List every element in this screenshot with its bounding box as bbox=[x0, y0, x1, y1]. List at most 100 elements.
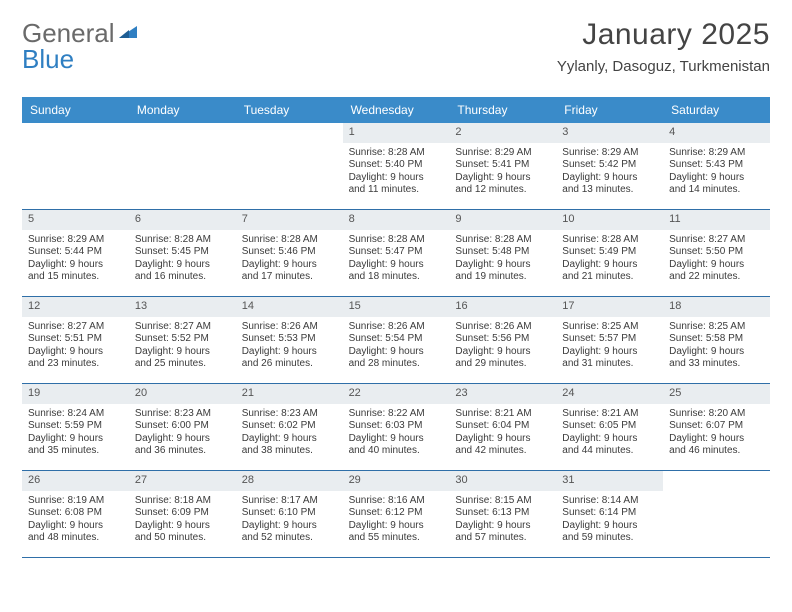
dow-sat: Saturday bbox=[663, 97, 770, 123]
day-cell: 7Sunrise: 8:28 AMSunset: 5:46 PMDaylight… bbox=[236, 210, 343, 296]
day-sunrise: Sunrise: 8:29 AM bbox=[669, 147, 764, 160]
brand-part2: Blue bbox=[22, 44, 74, 75]
day-sunrise: Sunrise: 8:19 AM bbox=[28, 495, 123, 508]
dow-wed: Wednesday bbox=[343, 97, 450, 123]
day-dayl1: Daylight: 9 hours bbox=[135, 259, 230, 272]
day-dayl2: and 19 minutes. bbox=[455, 271, 550, 284]
day-dayl1: Daylight: 9 hours bbox=[349, 346, 444, 359]
day-sunrise: Sunrise: 8:27 AM bbox=[669, 234, 764, 247]
day-number: 18 bbox=[663, 297, 770, 317]
day-data: Sunrise: 8:16 AMSunset: 6:12 PMDaylight:… bbox=[343, 491, 450, 551]
day-data: Sunrise: 8:25 AMSunset: 5:58 PMDaylight:… bbox=[663, 317, 770, 377]
day-dayl1: Daylight: 9 hours bbox=[562, 433, 657, 446]
dow-mon: Monday bbox=[129, 97, 236, 123]
week-row: 12Sunrise: 8:27 AMSunset: 5:51 PMDayligh… bbox=[22, 297, 770, 384]
day-cell: 9Sunrise: 8:28 AMSunset: 5:48 PMDaylight… bbox=[449, 210, 556, 296]
day-dayl2: and 29 minutes. bbox=[455, 358, 550, 371]
day-dayl1: Daylight: 9 hours bbox=[28, 520, 123, 533]
day-dayl1: Daylight: 9 hours bbox=[455, 520, 550, 533]
day-cell: 11Sunrise: 8:27 AMSunset: 5:50 PMDayligh… bbox=[663, 210, 770, 296]
day-sunrise: Sunrise: 8:26 AM bbox=[455, 321, 550, 334]
day-sunset: Sunset: 5:40 PM bbox=[349, 159, 444, 172]
day-sunrise: Sunrise: 8:23 AM bbox=[135, 408, 230, 421]
day-data: Sunrise: 8:15 AMSunset: 6:13 PMDaylight:… bbox=[449, 491, 556, 551]
day-dayl2: and 23 minutes. bbox=[28, 358, 123, 371]
day-data bbox=[22, 143, 129, 153]
day-dayl2: and 48 minutes. bbox=[28, 532, 123, 545]
day-data: Sunrise: 8:21 AMSunset: 6:05 PMDaylight:… bbox=[556, 404, 663, 464]
calendar: Sunday Monday Tuesday Wednesday Thursday… bbox=[22, 97, 770, 558]
day-dayl1: Daylight: 9 hours bbox=[242, 346, 337, 359]
day-number: 31 bbox=[556, 471, 663, 491]
day-data: Sunrise: 8:28 AMSunset: 5:45 PMDaylight:… bbox=[129, 230, 236, 290]
day-sunset: Sunset: 6:02 PM bbox=[242, 420, 337, 433]
month-title: January 2025 bbox=[557, 18, 770, 52]
day-sunset: Sunset: 5:44 PM bbox=[28, 246, 123, 259]
day-number: 30 bbox=[449, 471, 556, 491]
day-cell: 17Sunrise: 8:25 AMSunset: 5:57 PMDayligh… bbox=[556, 297, 663, 383]
day-data bbox=[236, 143, 343, 153]
day-sunset: Sunset: 5:58 PM bbox=[669, 333, 764, 346]
day-data: Sunrise: 8:27 AMSunset: 5:51 PMDaylight:… bbox=[22, 317, 129, 377]
day-cell: 10Sunrise: 8:28 AMSunset: 5:49 PMDayligh… bbox=[556, 210, 663, 296]
day-number: 12 bbox=[22, 297, 129, 317]
week-row: 5Sunrise: 8:29 AMSunset: 5:44 PMDaylight… bbox=[22, 210, 770, 297]
day-data: Sunrise: 8:28 AMSunset: 5:47 PMDaylight:… bbox=[343, 230, 450, 290]
day-dayl1: Daylight: 9 hours bbox=[455, 172, 550, 185]
day-cell: 6Sunrise: 8:28 AMSunset: 5:45 PMDaylight… bbox=[129, 210, 236, 296]
day-cell: 29Sunrise: 8:16 AMSunset: 6:12 PMDayligh… bbox=[343, 471, 450, 557]
day-sunset: Sunset: 6:00 PM bbox=[135, 420, 230, 433]
day-cell: 28Sunrise: 8:17 AMSunset: 6:10 PMDayligh… bbox=[236, 471, 343, 557]
day-sunset: Sunset: 5:43 PM bbox=[669, 159, 764, 172]
day-number: 15 bbox=[343, 297, 450, 317]
day-number: 16 bbox=[449, 297, 556, 317]
day-dayl2: and 16 minutes. bbox=[135, 271, 230, 284]
day-number: 14 bbox=[236, 297, 343, 317]
day-sunrise: Sunrise: 8:28 AM bbox=[242, 234, 337, 247]
week-row: 1Sunrise: 8:28 AMSunset: 5:40 PMDaylight… bbox=[22, 123, 770, 210]
day-sunrise: Sunrise: 8:28 AM bbox=[349, 234, 444, 247]
day-data: Sunrise: 8:24 AMSunset: 5:59 PMDaylight:… bbox=[22, 404, 129, 464]
day-number: 3 bbox=[556, 123, 663, 143]
day-data bbox=[663, 491, 770, 501]
day-dayl1: Daylight: 9 hours bbox=[669, 172, 764, 185]
day-dayl1: Daylight: 9 hours bbox=[28, 259, 123, 272]
day-number: 9 bbox=[449, 210, 556, 230]
day-sunset: Sunset: 6:08 PM bbox=[28, 507, 123, 520]
day-dayl2: and 42 minutes. bbox=[455, 445, 550, 458]
day-cell: 4Sunrise: 8:29 AMSunset: 5:43 PMDaylight… bbox=[663, 123, 770, 209]
day-cell: 20Sunrise: 8:23 AMSunset: 6:00 PMDayligh… bbox=[129, 384, 236, 470]
day-sunrise: Sunrise: 8:29 AM bbox=[28, 234, 123, 247]
day-dayl1: Daylight: 9 hours bbox=[562, 520, 657, 533]
day-sunset: Sunset: 6:03 PM bbox=[349, 420, 444, 433]
day-dayl1: Daylight: 9 hours bbox=[135, 433, 230, 446]
day-number bbox=[22, 123, 129, 143]
day-dayl1: Daylight: 9 hours bbox=[562, 259, 657, 272]
day-dayl1: Daylight: 9 hours bbox=[242, 259, 337, 272]
day-cell: 19Sunrise: 8:24 AMSunset: 5:59 PMDayligh… bbox=[22, 384, 129, 470]
day-sunrise: Sunrise: 8:25 AM bbox=[562, 321, 657, 334]
day-cell bbox=[22, 123, 129, 209]
day-data: Sunrise: 8:29 AMSunset: 5:42 PMDaylight:… bbox=[556, 143, 663, 203]
day-sunrise: Sunrise: 8:26 AM bbox=[242, 321, 337, 334]
day-sunrise: Sunrise: 8:14 AM bbox=[562, 495, 657, 508]
day-dayl2: and 12 minutes. bbox=[455, 184, 550, 197]
day-data: Sunrise: 8:27 AMSunset: 5:50 PMDaylight:… bbox=[663, 230, 770, 290]
dow-fri: Friday bbox=[556, 97, 663, 123]
day-data: Sunrise: 8:25 AMSunset: 5:57 PMDaylight:… bbox=[556, 317, 663, 377]
day-dayl2: and 59 minutes. bbox=[562, 532, 657, 545]
day-data: Sunrise: 8:26 AMSunset: 5:53 PMDaylight:… bbox=[236, 317, 343, 377]
day-sunset: Sunset: 5:48 PM bbox=[455, 246, 550, 259]
day-dayl1: Daylight: 9 hours bbox=[349, 520, 444, 533]
day-cell bbox=[236, 123, 343, 209]
day-dayl2: and 31 minutes. bbox=[562, 358, 657, 371]
day-sunset: Sunset: 6:09 PM bbox=[135, 507, 230, 520]
day-dayl2: and 15 minutes. bbox=[28, 271, 123, 284]
day-dayl1: Daylight: 9 hours bbox=[135, 346, 230, 359]
day-sunset: Sunset: 5:49 PM bbox=[562, 246, 657, 259]
day-dayl2: and 14 minutes. bbox=[669, 184, 764, 197]
day-sunset: Sunset: 5:45 PM bbox=[135, 246, 230, 259]
day-sunset: Sunset: 5:52 PM bbox=[135, 333, 230, 346]
day-dayl2: and 35 minutes. bbox=[28, 445, 123, 458]
day-sunset: Sunset: 6:10 PM bbox=[242, 507, 337, 520]
